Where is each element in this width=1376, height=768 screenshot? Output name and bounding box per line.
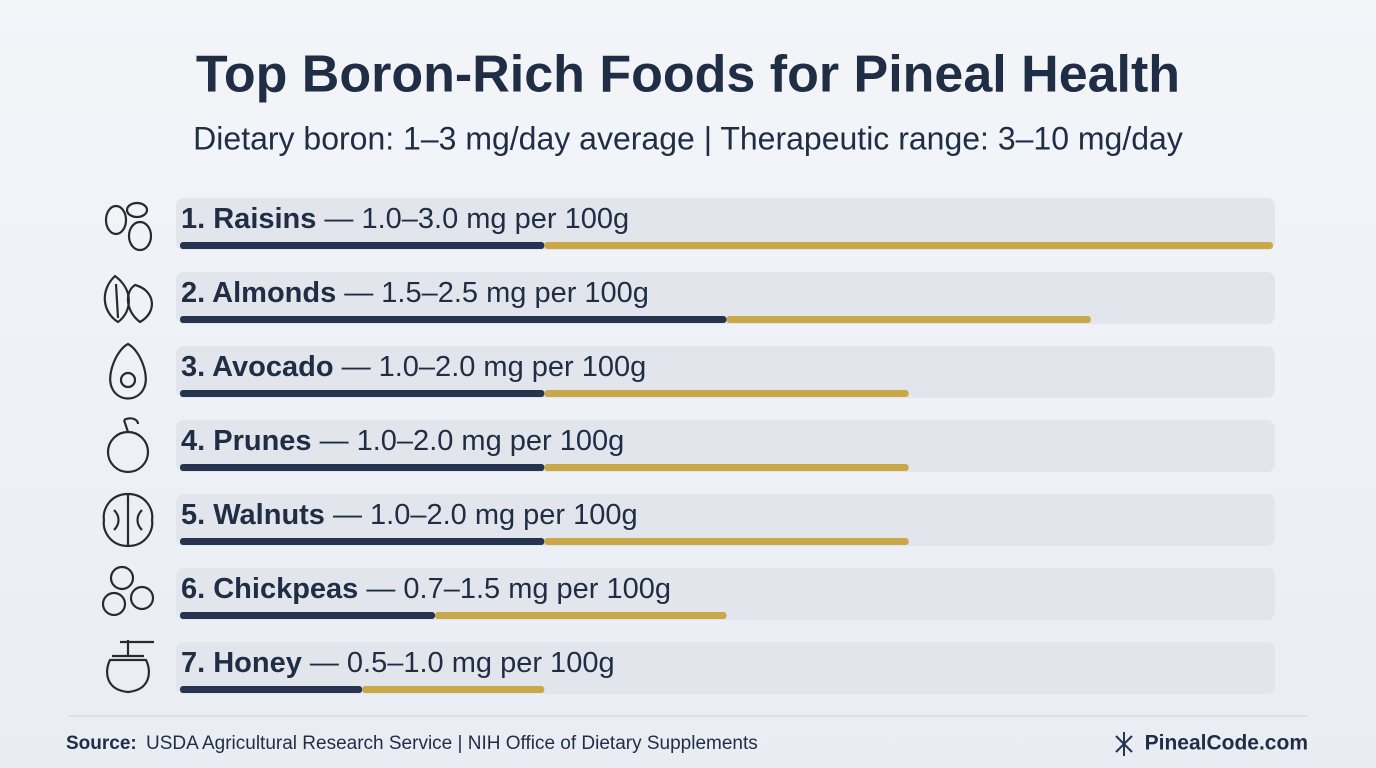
food-name: 3. Avocado [181,351,334,383]
source-label: Source: [66,733,137,754]
row-label: 3. Avocado — 1.0–2.0 mg per 100g [181,351,646,383]
chart-title: Top Boron-Rich Foods for Pineal Health [196,46,1180,104]
range-high-bar [544,538,909,545]
row-label: 2. Almonds — 1.5–2.5 mg per 100g [181,277,649,309]
row-track [176,346,1275,398]
range-high-bar [362,686,545,693]
range-low-bar [180,464,545,471]
food-name: 4. Prunes [181,425,312,457]
value-label: — 0.7–1.5 mg per 100g [366,573,671,605]
chart-subtitle: Dietary boron: 1–3 mg/day average | Ther… [193,120,1183,156]
food-name: 2. Almonds [181,277,336,309]
food-name: 6. Chickpeas [181,573,358,605]
row-track [176,198,1275,250]
source-text: USDA Agricultural Research Service | NIH… [146,733,758,754]
range-high-bar [435,612,727,619]
food-name: 7. Honey [181,647,302,679]
value-label: — 1.0–2.0 mg per 100g [333,499,638,531]
value-label: — 0.5–1.0 mg per 100g [310,647,615,679]
row-track [176,568,1275,620]
range-high-bar [544,390,909,397]
row-label: 6. Chickpeas — 0.7–1.5 mg per 100g [181,573,671,605]
range-low-bar [180,242,545,249]
brand-logo [1115,732,1133,756]
row-label: 7. Honey — 0.5–1.0 mg per 100g [181,647,615,679]
food-name: 5. Walnuts [181,499,325,531]
row-track [176,420,1275,472]
food-name: 1. Raisins [181,203,316,235]
row-track [176,494,1275,546]
range-low-bar [180,686,363,693]
range-low-bar [180,316,727,323]
range-high-bar [544,464,909,471]
row-label: 4. Prunes — 1.0–2.0 mg per 100g [181,425,624,457]
row-track [176,642,1275,694]
range-high-bar [726,316,1091,323]
icons [101,201,155,694]
value-label: — 1.0–2.0 mg per 100g [342,351,647,383]
row-label: 5. Walnuts — 1.0–2.0 mg per 100g [181,499,638,531]
value-label: — 1.0–3.0 mg per 100g [324,203,629,235]
range-low-bar [180,538,545,545]
brand: PinealCode.com [1145,732,1308,755]
value-label: — 1.0–2.0 mg per 100g [320,425,625,457]
row-track [176,272,1275,324]
range-low-bar [180,390,545,397]
row-label: 1. Raisins — 1.0–3.0 mg per 100g [181,203,629,235]
range-high-bar [544,242,1273,249]
value-label: — 1.5–2.5 mg per 100g [344,277,649,309]
range-low-bar [180,612,436,619]
